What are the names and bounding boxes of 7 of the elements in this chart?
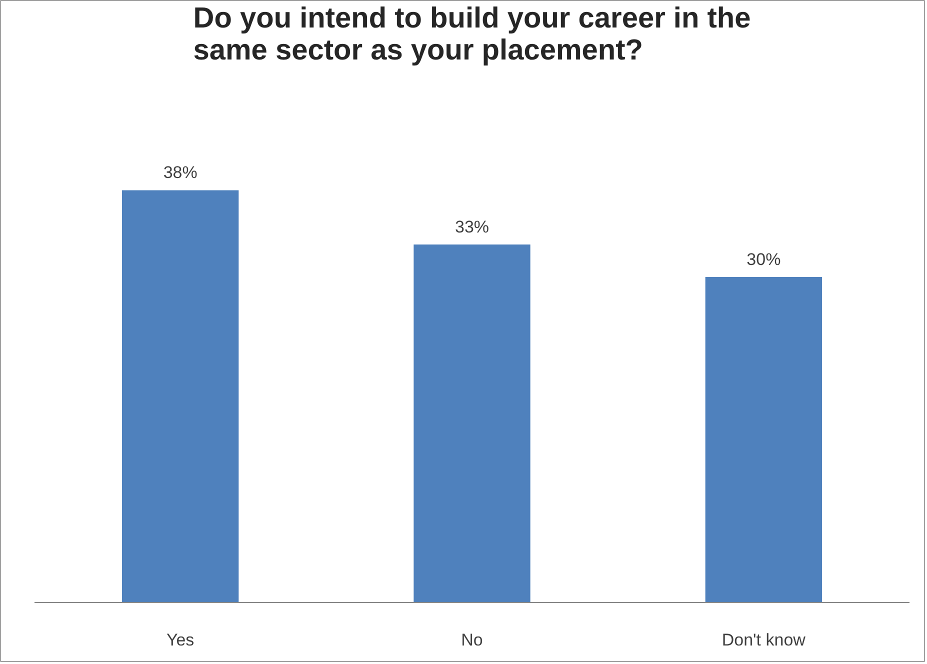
x-tick-label: Don't know [722,630,806,650]
x-tick-label: Yes [166,630,194,650]
x-tick-label: No [461,630,483,650]
chart-title: Do you intend to build your career in the same sector as your placement? [193,2,751,66]
data-label: 33% [454,217,490,236]
data-label: 38% [163,163,198,182]
data-label: 30% [746,250,781,269]
